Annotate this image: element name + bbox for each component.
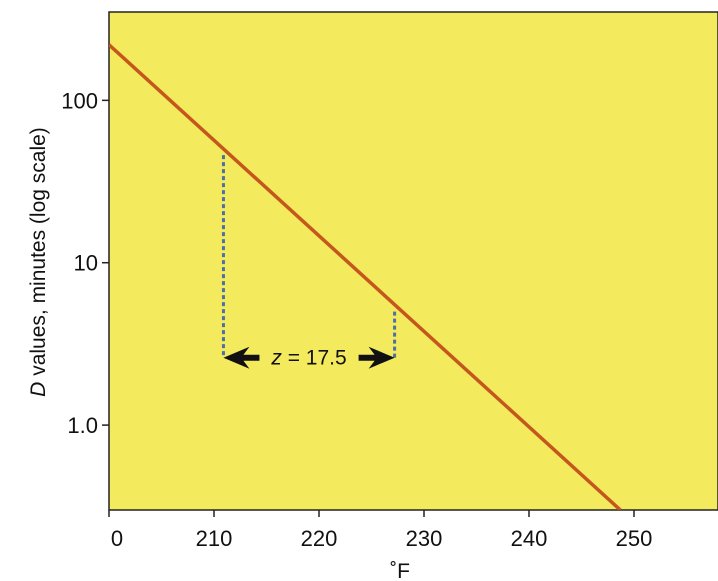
y-tick-label: 10 [74, 251, 98, 276]
y-axis-title-rest: values, minutes (log scale) [27, 127, 50, 381]
x-tick-label: 230 [406, 526, 443, 551]
y-axis: 100 10 1.0 [61, 88, 109, 438]
y-axis-title-italic: D [27, 382, 50, 397]
x-tick-label: 240 [511, 526, 548, 551]
x-axis-title: ˚F [390, 560, 410, 581]
series-line [109, 43, 622, 510]
x-tick-label: 0 [111, 526, 123, 551]
y-axis-title: D values, minutes (log scale) [27, 127, 50, 397]
z-annotation: z = 17.5 [270, 347, 346, 370]
z-symbol: z [270, 347, 282, 370]
x-tick-label: 250 [616, 526, 653, 551]
z-value: = 17.5 [282, 347, 347, 370]
x-axis: 0 210 220 230 240 250 [108, 510, 653, 551]
y-tick-label: 100 [61, 88, 98, 113]
arrow-right-icon [358, 346, 395, 369]
plot-area [108, 11, 718, 511]
arrow-left-icon [223, 346, 260, 369]
x-tick-label: 220 [301, 526, 338, 551]
y-tick-label: 1.0 [67, 413, 98, 438]
x-tick-label: 210 [196, 526, 233, 551]
